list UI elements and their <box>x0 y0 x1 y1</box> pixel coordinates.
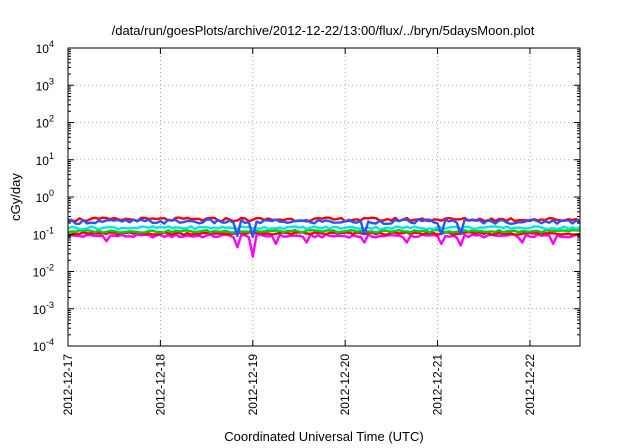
series-line <box>67 216 581 223</box>
series-group <box>67 216 581 258</box>
series-line <box>67 231 581 236</box>
x-tick-label: 2012-12-22 <box>523 354 537 416</box>
x-tick-label: 2012-12-18 <box>153 354 167 416</box>
x-tick-label: 2012-12-20 <box>338 354 352 416</box>
y-axis-label: cGy/day <box>8 173 23 221</box>
x-axis-label: Coordinated Universal Time (UTC) <box>224 429 423 444</box>
series-line <box>67 225 581 231</box>
series-line <box>67 233 581 258</box>
chart-title: /data/run/goesPlots/archive/2012-12-22/1… <box>112 23 535 38</box>
x-tick-label: 2012-12-17 <box>61 354 75 416</box>
x-tick-label: 2012-12-21 <box>431 354 445 416</box>
series-line <box>67 218 581 239</box>
series-line <box>67 228 581 234</box>
x-axis: 2012-12-17 2012-12-18 2012-12-19 2012-12-20… <box>61 48 537 415</box>
x-tick-label: 2012-12-19 <box>246 354 260 416</box>
